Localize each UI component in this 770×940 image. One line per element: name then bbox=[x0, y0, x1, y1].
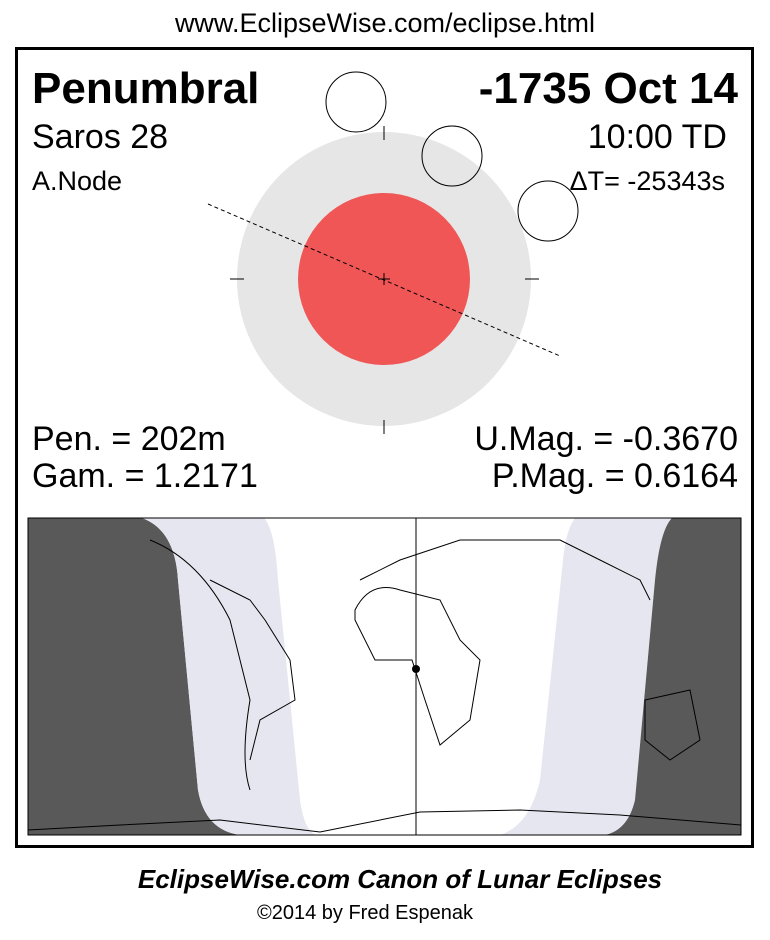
saros-number: Saros 28 bbox=[32, 118, 169, 156]
coastline-antarctica bbox=[27, 809, 742, 833]
coastline-australia bbox=[644, 689, 701, 761]
visibility-map bbox=[27, 517, 742, 836]
delta-t: ΔT= -25343s bbox=[569, 166, 725, 196]
axis-ticks bbox=[230, 126, 539, 434]
coastline-americas bbox=[149, 539, 296, 791]
moon-position-last bbox=[517, 180, 579, 242]
node: A.Node bbox=[32, 166, 123, 196]
moon-position-mid bbox=[421, 125, 483, 187]
eclipse-panel bbox=[15, 47, 754, 848]
night-zone-left bbox=[28, 518, 240, 835]
umbral-magnitude: U.Mag. = -0.3670 bbox=[474, 420, 738, 458]
eclipse-time: 10:00 TD bbox=[587, 118, 727, 156]
greatest-eclipse-point bbox=[412, 665, 420, 673]
penumbral-zone-left bbox=[142, 518, 316, 835]
penumbral-zone-right bbox=[500, 518, 672, 835]
page-url: www.EclipseWise.com/eclipse.html bbox=[174, 8, 596, 38]
penumbral-duration: Pen. = 202m bbox=[32, 420, 226, 458]
eclipse-date: -1735 Oct 14 bbox=[478, 64, 738, 113]
eclipse-type: Penumbral bbox=[32, 64, 260, 113]
gamma: Gam. = 1.2171 bbox=[32, 457, 258, 495]
moon-position-first bbox=[325, 71, 387, 133]
night-zone-right bbox=[605, 518, 741, 835]
footer-title: EclipseWise.com Canon of Lunar Eclipses bbox=[137, 864, 663, 894]
footer-copyright: ©2014 by Fred Espenak bbox=[257, 902, 473, 924]
penumbral-magnitude: P.Mag. = 0.6164 bbox=[491, 457, 738, 495]
